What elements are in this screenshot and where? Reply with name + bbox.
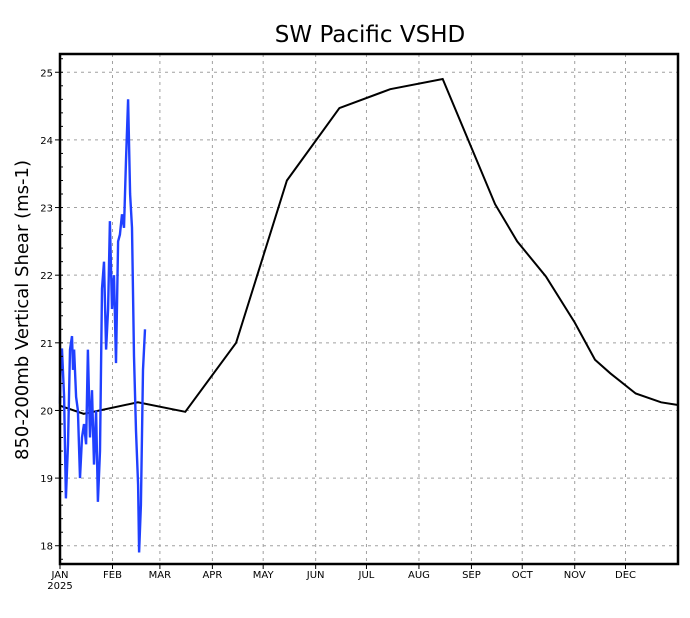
y-tick-label: 22 [40, 271, 53, 282]
y-tick-label: 23 [40, 204, 53, 215]
plot-frame [58, 52, 680, 566]
x-tick-label: DEC [615, 570, 636, 581]
y-tick-label: 25 [40, 68, 53, 79]
y-tick-label: 19 [40, 474, 53, 485]
year-label: 2025 [47, 581, 72, 592]
series-line-observed [58, 99, 147, 553]
x-tick-label: MAR [149, 570, 171, 581]
series-group [58, 77, 679, 553]
x-tick-label: OCT [512, 570, 534, 581]
x-tick-label: AUG [408, 570, 430, 581]
x-tick-label: JUN [306, 570, 325, 581]
x-tick-label: JUL [358, 570, 375, 581]
y-tick-label: 21 [40, 339, 53, 350]
y-ticks: 18 19 20 21 22 23 24 25 [40, 58, 63, 560]
y-tick-label: 18 [40, 542, 53, 553]
x-tick-label: NOV [564, 570, 586, 581]
grid [60, 54, 678, 564]
x-tick-label: JAN [50, 570, 68, 581]
y-axis-label: 850-200mb Vertical Shear (ms-1) [12, 160, 33, 460]
y-tick-label: 20 [40, 406, 53, 417]
chart-title: SW Pacific VSHD [275, 22, 465, 48]
x-tick-label: FEB [103, 570, 122, 581]
x-tick-label: MAY [253, 570, 275, 581]
series-line-climatology [59, 77, 679, 415]
x-ticks: JAN FEB MAR APR MAY JUN JUL AUG SEP OCT NOV DEC [50, 564, 636, 581]
y-tick-label: 24 [40, 136, 53, 147]
x-tick-label: SEP [462, 570, 481, 581]
x-tick-label: APR [202, 570, 222, 581]
